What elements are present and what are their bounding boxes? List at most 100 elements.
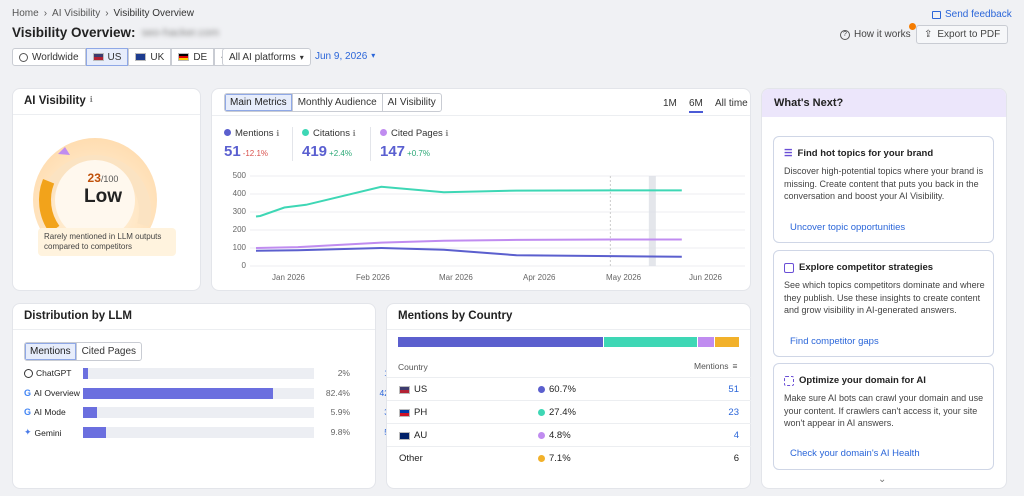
- stacked-segment-other: [714, 337, 739, 347]
- llm-name: G AI Mode: [24, 407, 66, 417]
- x-tick-jun: Jun 2026: [689, 273, 722, 282]
- x-tick-mar: Mar 2026: [439, 273, 473, 282]
- ai-health-link[interactable]: Check your domain's AI Health: [790, 448, 920, 459]
- tab-mentions[interactable]: Mentions: [25, 343, 77, 360]
- notification-dot: [909, 23, 916, 30]
- country-name: US: [399, 384, 427, 395]
- llm-row-chatgpt[interactable]: ChatGPT 2% 1: [24, 366, 389, 380]
- metric-mentions[interactable]: Mentions ℹ 51 -12.1%: [224, 128, 279, 160]
- y-tick-300: 300: [232, 207, 246, 216]
- timeframe-all-time[interactable]: All time: [714, 98, 748, 109]
- card-divider: [387, 329, 750, 330]
- region-us[interactable]: US: [85, 48, 129, 66]
- uncover-topics-link[interactable]: Uncover topic opportunities: [790, 222, 906, 233]
- ph-flag-icon: [399, 408, 410, 417]
- card-divider: [212, 115, 750, 116]
- llm-count-link[interactable]: 1: [354, 368, 389, 378]
- country-row-us[interactable]: US 60.7% 51: [387, 377, 751, 399]
- llm-row-ai-overview[interactable]: G AI Overview 82.4% 42: [24, 386, 389, 400]
- tab-monthly-audience[interactable]: Monthly Audience: [293, 94, 383, 111]
- country-label: AU: [414, 430, 428, 441]
- competitor-gaps-link[interactable]: Find competitor gaps: [790, 336, 879, 347]
- country-dot: [538, 386, 545, 393]
- chevron-right-icon: ›: [105, 8, 109, 19]
- platform-dropdown[interactable]: All AI platforms ▾: [222, 48, 311, 66]
- region-uk[interactable]: UK: [128, 48, 172, 66]
- export-pdf-button[interactable]: ⇪ Export to PDF: [916, 25, 1009, 44]
- globe-icon: [19, 52, 28, 62]
- country-count-link[interactable]: 4: [733, 430, 739, 441]
- cited-pages-dot: [380, 129, 387, 136]
- distribution-title: Distribution by LLM: [24, 310, 132, 322]
- metric-citations[interactable]: Citations ℹ 419 +2.4%: [302, 128, 356, 160]
- country-pct-value: 60.7%: [549, 384, 576, 395]
- de-flag-icon: [178, 53, 190, 61]
- breadcrumb-ai-visibility[interactable]: AI Visibility: [52, 8, 101, 19]
- llm-label: AI Mode: [34, 407, 66, 417]
- chevron-down-icon[interactable]: ⌄: [878, 474, 887, 485]
- timeframe-1m[interactable]: 1M: [663, 98, 677, 109]
- country-count-link[interactable]: 51: [728, 384, 739, 395]
- selected-date-band: [648, 176, 656, 266]
- optimize-icon: [784, 375, 794, 386]
- tab-main-metrics[interactable]: Main Metrics: [225, 94, 293, 111]
- country-label: US: [414, 384, 428, 395]
- series-line-mentions: [255, 246, 682, 258]
- x-tick-may: May 2026: [606, 273, 642, 282]
- suggestion-title-text: Explore competitor strategies: [799, 262, 934, 273]
- gemini-icon: ✦: [24, 427, 32, 437]
- info-icon: ℹ: [445, 129, 449, 138]
- how-it-works-button[interactable]: ? How it works: [840, 29, 911, 40]
- llm-count-link[interactable]: 5: [354, 427, 389, 437]
- us-flag-icon: [92, 53, 104, 61]
- send-feedback-button[interactable]: Send feedback: [932, 9, 1012, 20]
- llm-bar-track: [83, 407, 314, 418]
- llm-pct: 5.9%: [330, 407, 350, 417]
- region-de[interactable]: DE: [171, 48, 215, 66]
- llm-label: Gemini: [34, 427, 62, 438]
- suggestion-desc: Discover high-potential topics where you…: [784, 166, 984, 201]
- suggestion-desc: See which topics competitors dominate an…: [784, 280, 985, 315]
- metric-cited-pages[interactable]: Cited Pages ℹ 147 +0.7%: [380, 128, 448, 160]
- llm-count-link[interactable]: 42: [379, 388, 389, 398]
- llm-pct: 2%: [337, 368, 350, 378]
- country-card: [386, 303, 751, 489]
- tab-ai-visibility[interactable]: AI Visibility: [387, 97, 436, 108]
- card-divider: [13, 114, 200, 115]
- llm-row-gemini[interactable]: ✦Gemini 9.8% 5: [24, 425, 389, 439]
- uk-flag-icon: [135, 53, 147, 61]
- sort-icon: ≡: [732, 361, 738, 371]
- timeframe-6m[interactable]: 6M: [688, 98, 703, 113]
- metric-cited-pages-delta: +0.7%: [407, 149, 430, 158]
- llm-row-ai-mode[interactable]: GAI Mode 5.9% 3: [24, 405, 389, 419]
- info-icon[interactable]: ℹ: [89, 95, 93, 104]
- col-mentions-header[interactable]: Mentions ≡: [694, 361, 737, 371]
- tab-cited-pages[interactable]: Cited Pages: [81, 346, 137, 357]
- visibility-description: Rarely mentioned in LLM outputs compared…: [38, 228, 176, 256]
- export-label: Export to PDF: [937, 29, 1001, 40]
- suggestion-title: ☰ Find hot topics for your brand: [784, 148, 933, 159]
- llm-name: ✦ Gemini: [24, 427, 61, 438]
- date-dropdown[interactable]: Jun 9, 2026 ▾: [315, 51, 375, 62]
- breadcrumb-home[interactable]: Home: [12, 8, 39, 19]
- breadcrumb: Home › AI Visibility › Visibility Overvi…: [12, 8, 194, 19]
- region-worldwide[interactable]: Worldwide: [12, 48, 86, 66]
- distribution-tabs: Mentions Cited Pages: [24, 342, 143, 361]
- country-row-ph[interactable]: PH 27.4% 23: [387, 400, 751, 422]
- citations-dot: [302, 129, 309, 136]
- suggestion-card-domain: Optimize your domain for AI Make sure AI…: [773, 363, 994, 470]
- visibility-level: Low: [84, 186, 122, 207]
- score-max: /100: [100, 174, 119, 184]
- country-row-au[interactable]: AU 4.8% 4: [387, 423, 751, 445]
- ai-visibility-title-text: AI Visibility: [24, 95, 86, 107]
- chevron-right-icon: ›: [43, 8, 48, 19]
- metric-separator: [292, 127, 293, 161]
- mentions-dot: [224, 129, 231, 136]
- country-count-link[interactable]: 23: [728, 407, 739, 418]
- country-pct: 60.7%: [538, 384, 576, 395]
- llm-count-link[interactable]: 3: [354, 407, 389, 417]
- chatgpt-icon: [24, 368, 33, 378]
- y-tick-200: 200: [232, 225, 246, 234]
- send-feedback-label: Send feedback: [945, 9, 1012, 20]
- metrics-line-chart: [250, 175, 745, 267]
